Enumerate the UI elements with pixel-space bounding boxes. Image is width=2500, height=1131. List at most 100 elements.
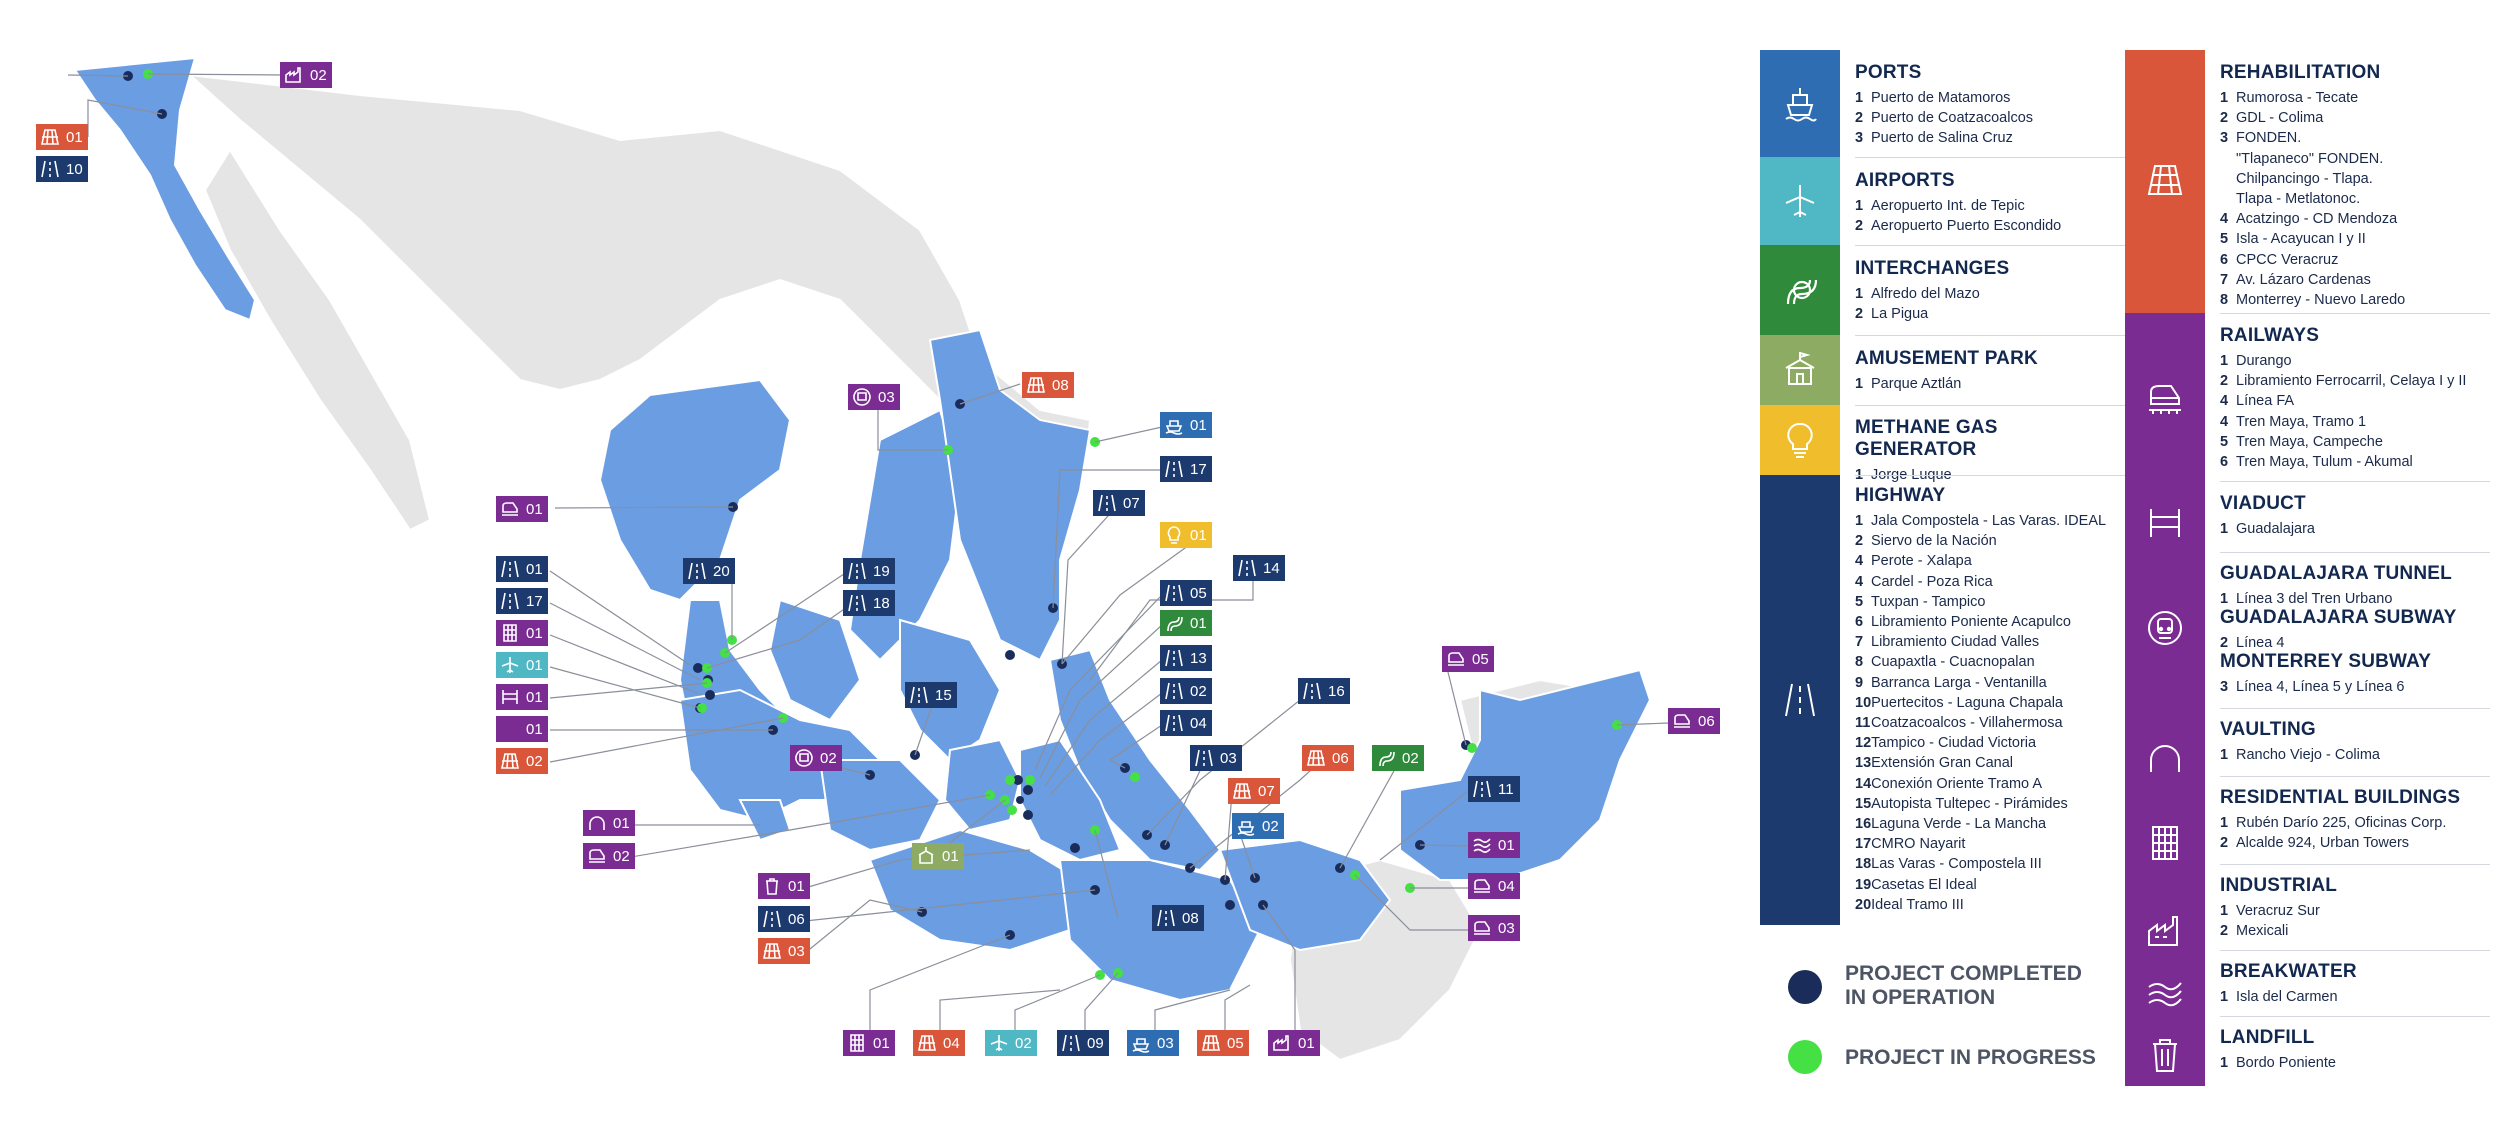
map-tag-box: [843, 590, 895, 616]
legend-title: RESIDENTIAL BUILDINGS: [2220, 787, 2461, 808]
legend-item-number: 20: [1855, 896, 1872, 913]
legend-item-label: Rubén Darío 225, Oficinas Corp.: [2236, 815, 2447, 831]
legend-item-label: Chilpancingo - Tlapa.: [2236, 170, 2373, 187]
map-tag-label: 01: [613, 815, 630, 832]
map-tag-box: [1127, 1030, 1179, 1056]
highway-icon: [1098, 494, 1116, 512]
leader-line: [1444, 659, 1467, 746]
map-tag-label: 18: [873, 595, 890, 612]
state-durango: [768, 598, 862, 722]
rehabilitation-icon: [1233, 783, 1251, 799]
separator: [2220, 552, 2490, 553]
map-tag-label: 16: [1328, 683, 1345, 700]
legend-item-number: 6: [2220, 454, 2229, 471]
separator: [2220, 776, 2490, 777]
legend-item-label: Puertecitos - Laguna Chapala: [1871, 694, 2063, 711]
map-tag-label: 01: [1190, 417, 1207, 434]
map-tag-highway: 08: [1152, 905, 1204, 931]
completed-dot: [1788, 970, 1822, 1004]
ports-icon: [1165, 420, 1183, 435]
separator: [2220, 708, 2490, 709]
map-tag-highway: 04: [1160, 710, 1212, 736]
legend-item-label: Aeropuerto Int. de Tepic: [1871, 198, 2025, 214]
legend-item: 1 Veracruz Sur: [2220, 901, 2337, 921]
map-tag-railway: 01: [496, 496, 548, 522]
map-tag-label: 07: [1123, 495, 1140, 512]
legend-title: LANDFILL: [2220, 1027, 2315, 1048]
map-tag-label: 03: [1157, 1035, 1174, 1052]
map-tag-highway: 10: [36, 156, 88, 182]
legend-item: 15Autopista Tultepec - Pirámides: [1855, 794, 2106, 814]
legend-item-number: 2: [2220, 110, 2229, 127]
legend-item: 18Las Varas - Compostela III: [1855, 854, 2106, 874]
separator: [1855, 245, 2125, 246]
map-tag-label: 05: [1227, 1035, 1244, 1052]
industrial-icon: [1273, 1035, 1289, 1051]
legend-item: 16Laguna Verde - La Mancha: [1855, 814, 2106, 834]
map-tag-rehabilitation: 08: [1022, 372, 1074, 398]
legend-list: 1 Puerto de Matamoros 2 Puerto de Coatzacoa…: [1855, 88, 2033, 149]
dot-in-progress: [697, 703, 707, 713]
legend-item-number: 1: [2220, 815, 2229, 831]
legend-item-label: Libramiento Ferrocarril, Celaya I y II: [2236, 373, 2467, 390]
map-tag-highway: 17: [496, 588, 548, 614]
legend-item-label: Puerto de Matamoros: [1871, 90, 2011, 106]
legend-item-label: Tren Maya, Tramo 1: [2236, 413, 2367, 430]
leader-line: [1052, 469, 1162, 609]
highway-icon: [501, 592, 519, 610]
map-tag-label: 05: [1190, 585, 1207, 602]
legend-item-number: 2: [1855, 306, 1864, 323]
legend-item: 3 FONDEN.: [2220, 128, 2405, 148]
legend-item-label: Puerto de Coatzacoalcos: [1871, 110, 2034, 127]
map-tag-box: [496, 588, 548, 614]
highway-icon: [1303, 682, 1321, 700]
legend-item: 1 Rubén Darío 225, Oficinas Corp.: [2220, 813, 2460, 833]
legend-item-number: 18: [1855, 856, 1872, 873]
legend-item: 2 Libramiento Ferrocarril, Celaya I y II: [2220, 371, 2466, 391]
legend-item: 6 CPCC Veracruz: [2220, 250, 2405, 270]
legend-item: 4 Línea FA: [2220, 391, 2466, 411]
map-tag-subway: 02: [790, 745, 842, 771]
legend-item-number: 1: [1855, 90, 1864, 106]
leader-line: [1094, 426, 1163, 443]
legend-item-label: Línea 4, Línea 5 y Línea 6: [2236, 679, 2405, 695]
map-tag-label: 02: [526, 753, 543, 770]
dot-in-progress: [1007, 805, 1017, 815]
legend-item-number: 1: [2220, 521, 2229, 537]
ports-icon: [1237, 821, 1255, 836]
legend-item-number: 9: [1855, 674, 1864, 691]
legend-item-label: Av. Lázaro Cardenas: [2236, 271, 2371, 288]
map-tag-ports: 02: [1232, 813, 1284, 839]
map-tag-rehabilitation: 02: [496, 748, 548, 774]
legend-item-number: 6: [2220, 251, 2229, 268]
legend-item: 1 Rumorosa - Tecate: [2220, 88, 2405, 108]
residential-icon: [503, 624, 517, 642]
legend-item-label: CPCC Veracruz: [2236, 251, 2339, 268]
legend-item-label: Tlapa - Metlatonoc.: [2236, 191, 2361, 208]
legend-item: 1 Alfredo del Mazo: [1855, 284, 2009, 304]
dot-completed: [1023, 785, 1033, 795]
methane-bar: [1760, 405, 1840, 475]
legend-item-label: Acatzingo - CD Mendoza: [2236, 211, 2398, 228]
legend-item-number: 17: [1855, 836, 1872, 853]
legend-item: 19Casetas El Ideal: [1855, 875, 2106, 895]
legend-item: 2 Línea 4: [2220, 633, 2457, 653]
highway-icon: [1165, 682, 1183, 700]
leader-line: [1094, 829, 1119, 919]
rehabilitation-icon: [1202, 1035, 1220, 1051]
legend-item-number: 16: [1855, 816, 1872, 833]
amusement-bar: [1760, 335, 1840, 405]
legend-item: 8 Cuapaxtla - Cuacnopalan: [1855, 652, 2106, 672]
legend-item: Chilpancingo - Tlapa.: [2220, 169, 2405, 189]
legend-item: 2 Mexicali: [2220, 921, 2337, 941]
highway-icon: [688, 562, 706, 580]
legend-item-number: 4: [2220, 413, 2229, 430]
map-tag-highway: 09: [1057, 1030, 1109, 1056]
map-tag-residential: 01: [496, 620, 548, 646]
map-tag-railway: 05: [1442, 646, 1494, 672]
map-tag-industrial: 02: [280, 62, 332, 88]
legend-vaulting: VAULTING 1 Rancho Viejo - Colima: [2220, 719, 2380, 765]
legend-item: 1 Jala Compostela - Las Varas. IDEAL: [1855, 511, 2106, 531]
map-tag-rehabilitation: 07: [1228, 778, 1280, 804]
map-tag-rehabilitation: 01: [36, 124, 88, 150]
